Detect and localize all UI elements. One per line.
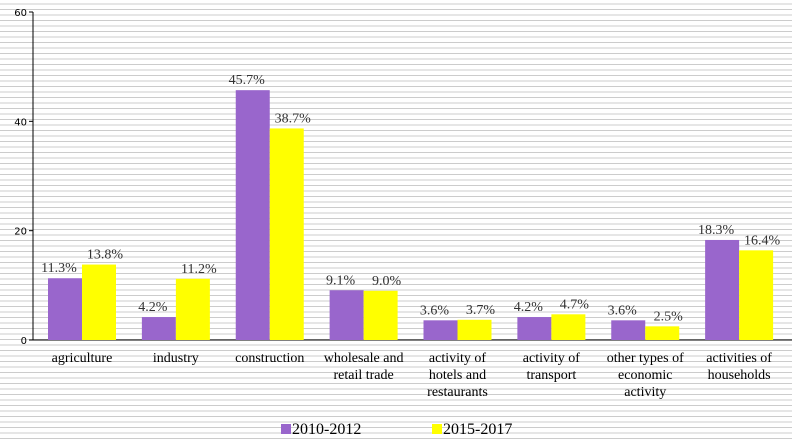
y-tick-label: 60	[14, 8, 27, 19]
category-label: other types of	[607, 351, 684, 366]
data-label: 18.3%	[698, 223, 735, 238]
data-label: 11.2%	[181, 262, 217, 277]
category-label: activities of	[706, 351, 772, 366]
bar-2015-2017-7	[739, 250, 774, 340]
data-label: 3.6%	[420, 303, 450, 318]
data-label: 13.8%	[87, 248, 124, 263]
bar-2010-2012-4	[423, 320, 458, 340]
category-label: wholesale and	[324, 351, 404, 366]
bar-2015-2017-0	[82, 264, 116, 340]
bar-2010-2012-1	[141, 317, 176, 340]
y-tick-label: 20	[14, 227, 27, 238]
data-label: 4.7%	[560, 297, 590, 312]
data-labels: 11.3% 13.8% 4.2% 11.2% 45.7% 38.7% 9.1% 9.0% 3.6…	[41, 73, 780, 324]
data-label: 3.7%	[466, 303, 496, 318]
category-label: transport	[526, 368, 576, 383]
bar-2015-2017-5	[551, 314, 586, 340]
data-label: 16.4%	[744, 233, 781, 248]
category-label: activity	[624, 385, 666, 400]
y-tick-label: 40	[14, 117, 27, 128]
legend-swatch	[281, 424, 291, 434]
category-label: agriculture	[52, 351, 113, 366]
category-label: retail trade	[334, 368, 394, 383]
category-label: economic	[618, 368, 672, 383]
category-label: activity of	[523, 351, 580, 366]
category-label: restaurants	[427, 385, 488, 400]
category-label: industry	[153, 351, 199, 366]
bars	[48, 90, 774, 340]
legend-label: 2010-2012	[292, 421, 361, 438]
bar-2010-2012-2	[235, 90, 270, 340]
bar-2015-2017-3	[363, 290, 398, 340]
data-label: 9.0%	[372, 274, 402, 289]
bar-2010-2012-7	[705, 239, 740, 340]
legend-swatch	[432, 424, 442, 434]
bar-2015-2017-6	[645, 326, 680, 340]
bar-2010-2012-6	[611, 320, 646, 340]
category-label: households	[708, 368, 771, 383]
category-label: hotels and	[429, 368, 486, 383]
data-label: 2.5%	[654, 309, 684, 324]
bar-2015-2017-2	[269, 128, 304, 340]
bar-2010-2012-0	[48, 278, 82, 340]
data-label: 3.6%	[608, 303, 638, 318]
data-label: 4.2%	[514, 300, 544, 315]
bar-2010-2012-5	[517, 317, 552, 340]
y-tick-label: 0	[21, 336, 27, 347]
data-label: 9.1%	[326, 273, 356, 288]
data-label: 11.3%	[41, 261, 77, 276]
bar-2010-2012-3	[329, 290, 364, 340]
legend-label: 2015-2017	[443, 421, 512, 438]
bar-2015-2017-4	[457, 319, 492, 340]
data-label: 4.2%	[138, 300, 168, 315]
data-label: 38.7%	[275, 111, 312, 126]
gridlines	[0, 3, 792, 439]
category-label: activity of	[429, 351, 486, 366]
legend: 2010-2012 2015-2017	[281, 421, 512, 438]
data-label: 45.7%	[229, 73, 266, 88]
category-labels: agriculture industry construction wholesale…	[52, 351, 773, 400]
bar-2015-2017-1	[175, 278, 210, 340]
category-label: construction	[235, 351, 304, 366]
